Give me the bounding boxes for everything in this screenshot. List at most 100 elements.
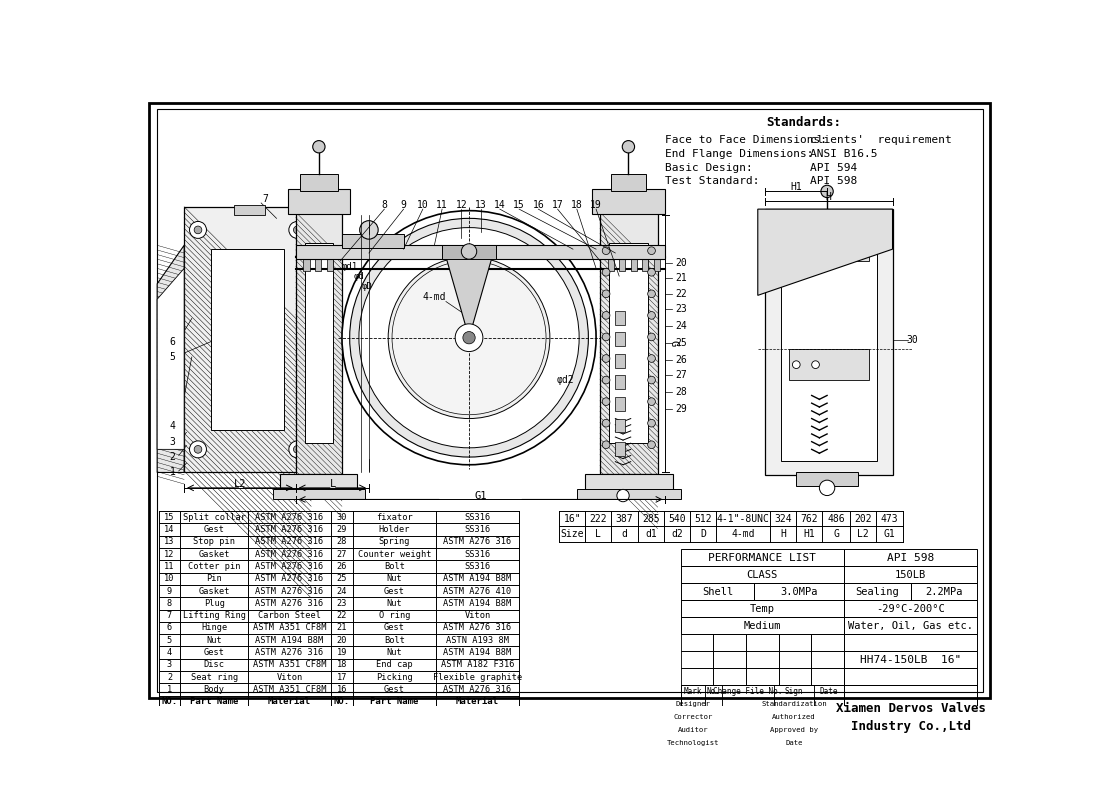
Text: ASTM A194 B8M: ASTM A194 B8M (444, 574, 512, 583)
Circle shape (455, 324, 483, 351)
Text: ASTM A276 316: ASTM A276 316 (256, 562, 324, 571)
Text: 1: 1 (167, 685, 172, 694)
Polygon shape (157, 245, 185, 473)
Circle shape (289, 221, 306, 239)
Bar (272, 489, 365, 499)
Text: 486: 486 (827, 514, 845, 523)
Bar (911, 584, 977, 600)
Circle shape (463, 331, 475, 344)
Text: 1: 1 (170, 467, 176, 477)
Text: 7: 7 (167, 611, 172, 620)
Text: 9: 9 (167, 587, 172, 596)
Text: 285: 285 (642, 514, 659, 523)
Text: Date: Date (785, 740, 803, 746)
Text: 11: 11 (436, 200, 448, 209)
Text: 12: 12 (456, 200, 467, 209)
Text: 21: 21 (675, 274, 686, 283)
Bar (722, 685, 774, 698)
Bar (681, 724, 705, 737)
Text: 14: 14 (165, 525, 175, 534)
Text: Basic Design:: Basic Design: (665, 163, 753, 173)
Text: 15: 15 (165, 512, 175, 522)
Text: 3: 3 (167, 661, 172, 669)
Text: ASTM A276 316: ASTM A276 316 (256, 574, 324, 583)
Bar (315, 255, 321, 271)
Text: No.: No. (706, 687, 721, 696)
Bar (814, 724, 844, 737)
Text: 6: 6 (167, 623, 172, 633)
Text: Gest: Gest (203, 648, 225, 657)
Bar (681, 651, 714, 668)
Circle shape (603, 376, 610, 384)
Text: 2: 2 (167, 672, 172, 682)
Bar (607, 255, 614, 271)
Circle shape (820, 480, 835, 496)
Text: Holder: Holder (378, 525, 410, 534)
Text: 7: 7 (262, 194, 268, 204)
Bar (615, 354, 625, 368)
Bar (705, 724, 722, 737)
Text: Gasket: Gasket (198, 587, 230, 596)
Bar (814, 737, 844, 749)
Circle shape (812, 361, 820, 369)
Bar (746, 651, 778, 668)
Circle shape (388, 257, 549, 419)
Text: Technologist: Technologist (667, 740, 719, 746)
Bar (722, 724, 774, 737)
Text: 20: 20 (337, 636, 347, 645)
Text: Split collar: Split collar (182, 512, 246, 522)
Text: 23: 23 (675, 305, 686, 314)
Bar (774, 724, 814, 737)
Bar (812, 634, 844, 651)
Bar (681, 698, 705, 711)
Bar (844, 651, 977, 668)
Text: 14: 14 (494, 200, 506, 209)
Circle shape (647, 247, 655, 255)
Text: H1: H1 (791, 182, 802, 192)
Text: 24: 24 (675, 321, 686, 331)
Bar (305, 243, 332, 443)
Bar (844, 550, 977, 566)
Text: 29: 29 (675, 404, 686, 414)
Text: H1: H1 (804, 529, 815, 539)
Text: ANSI B16.5: ANSI B16.5 (811, 148, 877, 159)
Text: ASTM A276 316: ASTM A276 316 (444, 623, 512, 633)
Text: O ring: O ring (378, 611, 410, 620)
Text: φD: φD (361, 282, 373, 290)
Circle shape (647, 333, 655, 341)
Text: 25: 25 (675, 338, 686, 348)
Text: 27: 27 (337, 550, 347, 558)
Text: HH74-150LB  16": HH74-150LB 16" (860, 654, 961, 665)
Text: Cotter pin: Cotter pin (188, 562, 240, 571)
Text: Standardization: Standardization (762, 701, 827, 707)
Circle shape (603, 441, 610, 449)
Bar (681, 550, 844, 566)
Text: 8: 8 (167, 599, 172, 608)
Text: H: H (826, 192, 832, 201)
Text: 16": 16" (564, 514, 582, 523)
Polygon shape (757, 209, 893, 295)
Text: PERFORMANCE LIST: PERFORMANCE LIST (708, 553, 816, 563)
Text: d: d (622, 529, 627, 539)
Circle shape (195, 226, 202, 234)
Text: Disc: Disc (203, 661, 225, 669)
Circle shape (393, 261, 546, 415)
Text: 512: 512 (694, 514, 712, 523)
Bar (774, 711, 814, 724)
Text: ASTM A194 B8M: ASTM A194 B8M (444, 648, 512, 657)
Text: Plug: Plug (203, 599, 225, 608)
Text: Part Name: Part Name (190, 697, 238, 707)
Bar (788, 349, 870, 380)
Text: Xiamen Dervos Valves: Xiamen Dervos Valves (835, 702, 985, 714)
Text: ASTM A276 316: ASTM A276 316 (444, 685, 512, 694)
Text: L: L (329, 479, 336, 489)
Text: CLASS: CLASS (746, 570, 778, 580)
Text: Part Name: Part Name (370, 697, 418, 707)
Text: Gasket: Gasket (198, 550, 230, 558)
Text: Standards:: Standards: (766, 116, 842, 128)
Text: 24: 24 (337, 587, 347, 596)
Text: L2: L2 (857, 529, 870, 539)
Text: End Flange Dimensions:: End Flange Dimensions: (665, 148, 814, 159)
Bar (722, 698, 774, 711)
Text: Pin: Pin (207, 574, 222, 583)
